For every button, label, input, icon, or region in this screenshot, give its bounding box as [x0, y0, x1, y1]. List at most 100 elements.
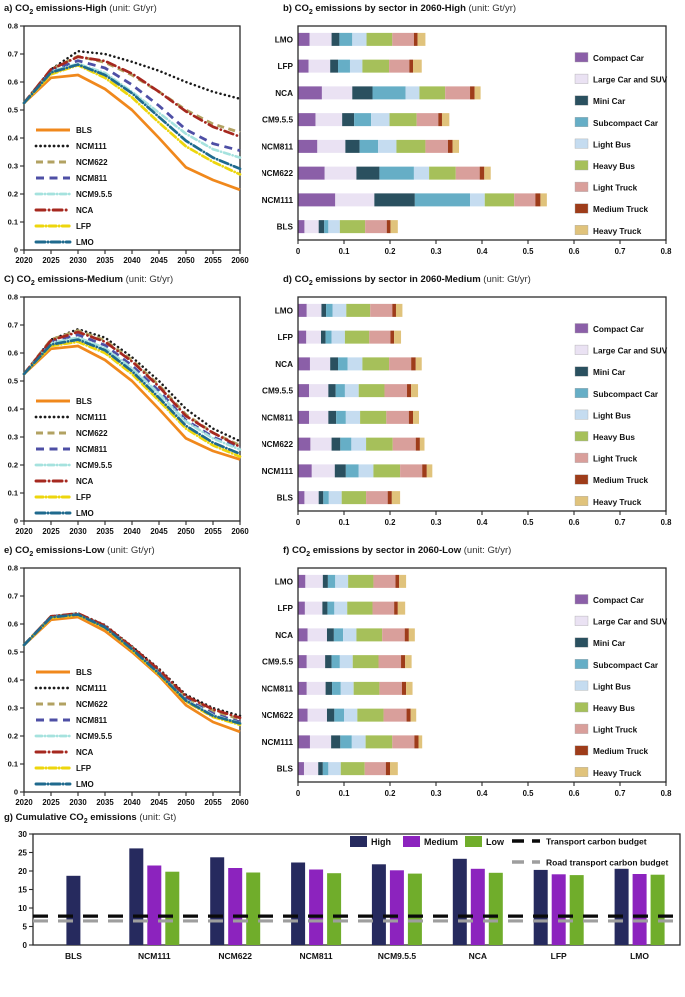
tick-label: 0.3: [431, 247, 443, 256]
bar-segment-NCA-Light-Truck: [382, 628, 405, 642]
panel-a-title: a) CO2 emissions-High (unit: Gt/yr): [0, 0, 262, 20]
bar-segment-NCM9.5.5-Mini-Car: [342, 113, 355, 127]
legend-label-BLS: BLS: [76, 397, 93, 406]
sector-bar-chart-medium: 0 0.1 0.2 0.3 0.4 0.5 0.6 0.7 0.8 LMO LFP NCA NCM9.5…: [262, 296, 672, 527]
subscript-2: 2: [29, 550, 34, 558]
legend-g: High Medium Low Transport carbon budget Road…: [350, 835, 668, 867]
bar-segment-NCM111-Mini-Car: [374, 193, 415, 207]
bar-segment-NCM111-Light-Bus: [358, 464, 374, 478]
bar-LFP-High: [533, 869, 548, 945]
bar-segment-BLS-Heavy-Truck: [390, 220, 398, 234]
legend-swatch-Subcompact-Car: [574, 387, 589, 398]
bar-segment-NCA-Medium-Truck: [470, 86, 475, 100]
tick-label: 0.6: [569, 789, 581, 798]
bar-segment-NCM111-Medium-Truck: [535, 193, 541, 207]
legend-label-NCM9.5.5: NCM9.5.5: [76, 190, 113, 199]
bar-segment-NCM9.5.5-Light-Bus: [371, 113, 390, 127]
bar-segment-LMO-Subcompact-Car: [339, 32, 353, 46]
bar-LMO-Low: [650, 874, 665, 945]
category-label-NCA: NCA: [275, 360, 293, 369]
bar-segment-NCM811-Compact-Car: [298, 139, 318, 153]
bar-segment-LMO-Large-Car-and-SUV: [306, 303, 322, 317]
category-label-NCM811: NCM811: [300, 951, 333, 961]
tick-label: 2025: [42, 256, 60, 265]
tick-label: 2020: [15, 527, 33, 536]
bar-segment-NCM9.5.5-Mini-Car: [325, 654, 332, 668]
legend-a: BLS NCM111 NCM622 NCM811 NCM9.5.5 NCA LFP LMO: [34, 126, 113, 247]
tick-label: 0.7: [8, 50, 18, 59]
bar-segment-NCM622-Compact-Car: [298, 708, 308, 722]
bar-segment-LMO-Heavy-Bus: [348, 574, 374, 588]
bar-segment-NCM622-Medium-Truck: [479, 166, 485, 180]
bar-segment-LMO-Large-Car-and-SUV: [305, 574, 323, 588]
category-label-BLS: BLS: [277, 764, 294, 773]
tick-label: 2030: [69, 256, 87, 265]
plot-frame: [23, 296, 241, 522]
bar-segment-NCM811-Compact-Car: [298, 681, 307, 695]
bar-segment-NCM9.5.5-Large-Car-and-SUV: [315, 113, 343, 127]
bar-segment-NCM622-Light-Bus: [351, 437, 367, 451]
line-chart-medium: 0 0.1 0.2 0.3 0.4 0.5 0.6 0.7 0.8 2020 2025 2030 203…: [8, 292, 250, 536]
category-label-BLS: BLS: [277, 493, 294, 502]
bar-segment-NCM622-Light-Bus: [344, 708, 358, 722]
category-label-BLS: BLS: [65, 951, 82, 961]
bar-segment-LFP-Compact-Car: [298, 330, 307, 344]
title-text: d) CO: [283, 273, 309, 285]
panel-e: e) CO2 emissions-Low (unit: Gt/yr) 0 0.1 0…: [0, 539, 262, 810]
tick-label: 2055: [204, 798, 222, 807]
bar-segment-NCA-Heavy-Bus: [419, 86, 446, 100]
category-label-LFP: LFP: [551, 951, 567, 961]
tick-label: 0: [14, 516, 18, 525]
bar-segment-BLS-Light-Bus: [328, 220, 340, 234]
category-label-LMO: LMO: [275, 35, 294, 44]
bar-segment-NCM811-Subcompact-Car: [359, 139, 379, 153]
bar-segment-LFP-Large-Car-and-SUV: [308, 59, 331, 73]
bar-segment-BLS-Subcompact-Car: [322, 761, 329, 775]
panel-e-title: e) CO2 emissions-Low (unit: Gt/yr): [0, 539, 262, 562]
tick-label: 0.4: [477, 518, 489, 527]
bar-segment-BLS-Medium-Truck: [386, 220, 391, 234]
plot-area-b: 0 0.1 0.2 0.3 0.4 0.5 0.6 0.7 0.8 LMO LFP NCA NCM9.5…: [262, 25, 672, 256]
bar-segment-NCM622-Medium-Truck: [415, 437, 420, 451]
category-label-NCM111: NCM111: [138, 951, 171, 961]
tick-label: 2060: [231, 527, 249, 536]
bar-segment-LFP-Heavy-Truck: [413, 59, 422, 73]
bar-segment-NCM811-Light-Truck: [425, 139, 448, 153]
bar-segment-BLS-Light-Truck: [366, 490, 388, 504]
bar-segment-BLS-Heavy-Bus: [341, 490, 367, 504]
bar-segment-NCM811-Large-Car-and-SUV: [317, 139, 346, 153]
bar-segment-LFP-Heavy-Bus: [347, 601, 373, 615]
bar-segment-LMO-Compact-Car: [298, 303, 307, 317]
legend-label-Medium-Truck: Medium Truck: [593, 205, 648, 214]
bar-segment-NCM111-Light-Truck: [392, 735, 415, 749]
legend-swatch-Light-Truck: [574, 452, 589, 463]
bar-segment-NCA-Light-Bus: [343, 628, 357, 642]
bar-segment-NCM9.5.5-Heavy-Bus: [389, 113, 417, 127]
line-chart-high: 0 0.1 0.2 0.3 0.4 0.5 0.6 0.7 0.8 2020 2025 2030 203…: [8, 22, 250, 265]
legend-swatch-Light-Bus: [574, 409, 589, 420]
legend-label-Large-Car-and-SUV: Large Car and SUV: [593, 617, 668, 626]
category-label-BLS: BLS: [277, 223, 294, 232]
bar-NCM811-Medium: [309, 869, 324, 945]
title-text: emissions-Medium: [34, 273, 123, 285]
bar-segment-NCA-Medium-Truck: [411, 357, 416, 371]
bar-segment-NCA-Light-Bus: [347, 357, 363, 371]
legend-swatch-Low: [465, 835, 482, 847]
category-label-NCM622: NCM622: [262, 711, 293, 720]
bar-segment-NCA-Light-Truck: [389, 357, 412, 371]
bar-segment-LFP-Compact-Car: [298, 601, 305, 615]
bar-NCM622-Medium: [228, 867, 243, 945]
bar-segment-LFP-Light-Bus: [331, 330, 345, 344]
tick-label: 0.8: [8, 292, 18, 301]
bar-segment-NCM9.5.5-Compact-Car: [298, 113, 316, 127]
bar-segment-LMO-Light-Bus: [332, 303, 347, 317]
legend-swatch-Compact-Car: [574, 323, 589, 333]
tick-label: 0.1: [8, 759, 18, 768]
legend-label-LFP: LFP: [76, 222, 92, 231]
title-text: a) CO: [4, 3, 30, 14]
bar-segment-NCM622-Compact-Car: [298, 166, 325, 180]
legend-label-Light-Bus: Light Bus: [593, 682, 631, 691]
bar-segment-LFP-Subcompact-Car: [327, 601, 335, 615]
bar-segment-NCM811-Subcompact-Car: [332, 681, 341, 695]
